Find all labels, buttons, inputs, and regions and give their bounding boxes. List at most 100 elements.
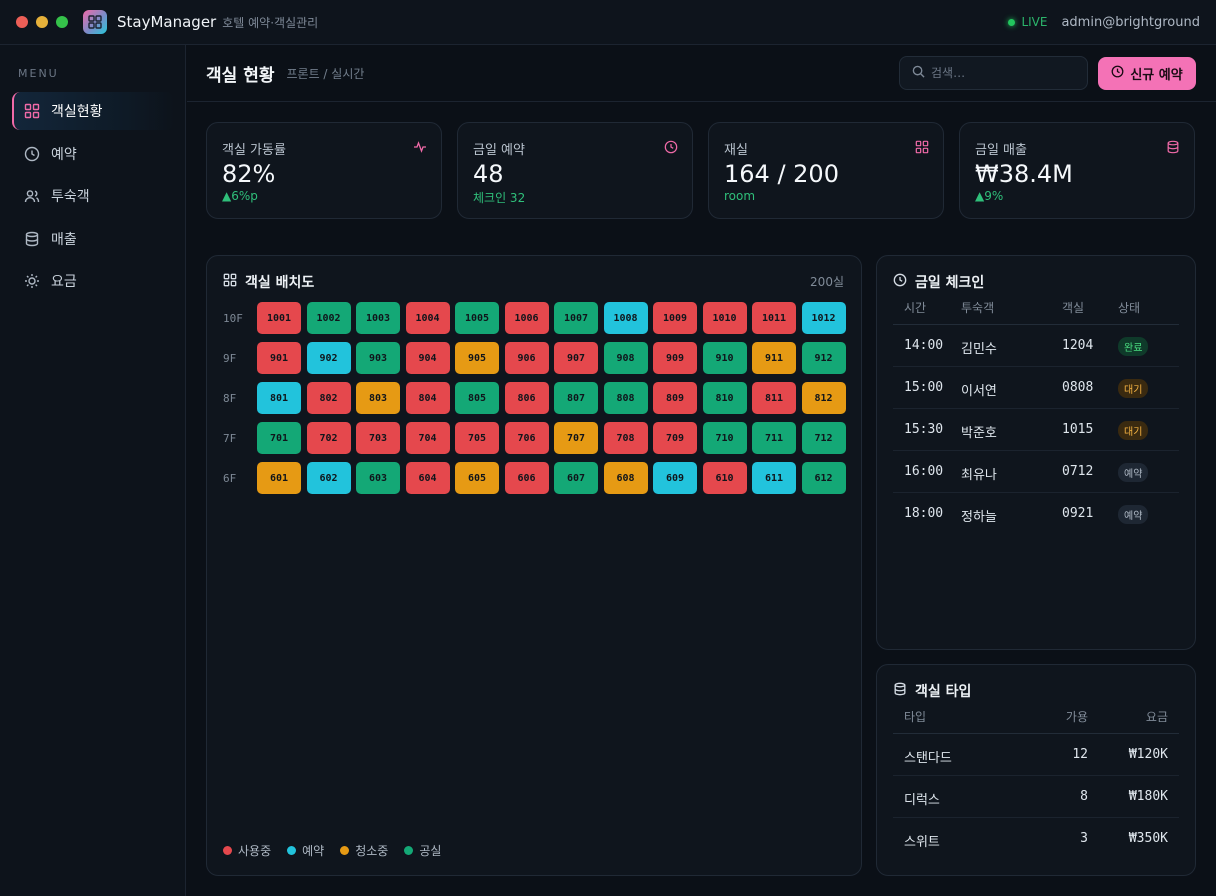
room-cell[interactable]: 902 xyxy=(306,342,351,374)
room-cell[interactable]: 609 xyxy=(653,462,697,494)
room-types-table-header: 타입 가용 요금 xyxy=(893,708,1179,734)
room-cell[interactable]: 903 xyxy=(356,342,400,374)
room-cell[interactable]: 705 xyxy=(455,422,499,454)
room-cell[interactable]: 911 xyxy=(752,342,796,374)
room-cell[interactable]: 906 xyxy=(504,342,549,374)
room-cell[interactable]: 708 xyxy=(603,422,648,454)
checkin-room: 1204 xyxy=(1062,338,1094,353)
room-cell[interactable]: 1003 xyxy=(356,302,400,334)
room-cell[interactable]: 601 xyxy=(257,462,301,494)
checkin-table-header: 시간 투숙객 객실 상태 xyxy=(893,299,1179,325)
room-cell[interactable]: 1012 xyxy=(801,302,846,334)
room-map-title: 객실 배치도 xyxy=(245,275,315,291)
new-reservation-button[interactable]: 신규 예약 xyxy=(1098,56,1196,90)
room-cell[interactable]: 701 xyxy=(257,422,301,454)
room-cell[interactable]: 604 xyxy=(405,462,450,494)
room-cell[interactable]: 606 xyxy=(504,462,549,494)
room-cell[interactable]: 807 xyxy=(554,382,598,414)
checkin-room: 0712 xyxy=(1062,464,1094,479)
room-cell[interactable]: 910 xyxy=(702,342,747,374)
room-cell[interactable]: 707 xyxy=(554,422,598,454)
stat-delta: ▲9% xyxy=(975,189,1004,203)
sidebar-item-revenue[interactable]: 매출 xyxy=(12,220,174,258)
room-cell[interactable]: 1010 xyxy=(702,302,747,334)
room-cell[interactable]: 1005 xyxy=(455,302,499,334)
room-cell[interactable]: 909 xyxy=(653,342,697,374)
room-cell[interactable]: 810 xyxy=(702,382,747,414)
search-input[interactable] xyxy=(931,66,1071,80)
room-cell[interactable]: 805 xyxy=(455,382,499,414)
room-type-row[interactable]: 디럭스 8 ₩180K xyxy=(893,776,1179,818)
room-cell[interactable]: 1007 xyxy=(554,302,598,334)
room-cell[interactable]: 904 xyxy=(405,342,450,374)
room-type-rate: ₩180K xyxy=(1128,789,1168,804)
checkin-row[interactable]: 14:00 김민수 1204 완료 xyxy=(893,325,1179,367)
room-cell[interactable]: 706 xyxy=(504,422,549,454)
room-cell[interactable]: 806 xyxy=(504,382,549,414)
column-header-availability: 가용 xyxy=(1065,710,1088,724)
floor-row: 9F 901 902 903 904 905 906 907 908 909 910 911 912 xyxy=(223,342,846,374)
room-type-row[interactable]: 스탠다드 12 ₩120K xyxy=(893,734,1179,776)
sidebar-item-reservations[interactable]: 예약 xyxy=(12,135,174,173)
room-cell[interactable]: 607 xyxy=(554,462,598,494)
room-cell[interactable]: 605 xyxy=(455,462,499,494)
close-window-button[interactable] xyxy=(16,16,28,28)
room-cell[interactable]: 712 xyxy=(801,422,846,454)
floor-label: 10F xyxy=(223,311,243,325)
search-box[interactable] xyxy=(899,56,1088,90)
room-cell[interactable]: 702 xyxy=(306,422,351,454)
database-icon xyxy=(24,231,40,247)
room-type-row[interactable]: 스위트 3 ₩350K xyxy=(893,818,1179,860)
checkin-row[interactable]: 15:30 박준호 1015 대기 xyxy=(893,409,1179,451)
checkin-row[interactable]: 15:00 이서연 0808 대기 xyxy=(893,367,1179,409)
room-cell[interactable]: 802 xyxy=(306,382,351,414)
minimize-window-button[interactable] xyxy=(36,16,48,28)
sun-icon xyxy=(24,273,40,289)
database-icon xyxy=(893,682,907,700)
user-account[interactable]: admin@brightground xyxy=(1061,14,1200,30)
panel-title: 객실 타입 xyxy=(893,681,971,701)
room-cell[interactable]: 809 xyxy=(653,382,697,414)
room-cell[interactable]: 801 xyxy=(257,382,301,414)
room-cell[interactable]: 1001 xyxy=(257,302,301,334)
room-cell[interactable]: 812 xyxy=(801,382,846,414)
room-cell[interactable]: 905 xyxy=(455,342,499,374)
room-cell[interactable]: 811 xyxy=(752,382,796,414)
room-cell[interactable]: 709 xyxy=(653,422,697,454)
checkin-guest: 이서연 xyxy=(961,384,997,399)
room-cell[interactable]: 610 xyxy=(702,462,747,494)
room-cell[interactable]: 803 xyxy=(356,382,400,414)
room-cell[interactable]: 711 xyxy=(752,422,796,454)
checkin-row[interactable]: 16:00 최유나 0712 예약 xyxy=(893,451,1179,493)
room-cell[interactable]: 710 xyxy=(702,422,747,454)
room-cell[interactable]: 804 xyxy=(405,382,450,414)
room-cell[interactable]: 912 xyxy=(801,342,846,374)
stat-sub: 체크인 32 xyxy=(473,191,526,205)
sidebar-item-rates[interactable]: 요금 xyxy=(12,262,174,300)
room-cell[interactable]: 1002 xyxy=(306,302,351,334)
room-cell[interactable]: 808 xyxy=(603,382,648,414)
room-cell[interactable]: 602 xyxy=(306,462,351,494)
room-cell[interactable]: 1004 xyxy=(405,302,450,334)
room-cell[interactable]: 1011 xyxy=(752,302,796,334)
sidebar-item-label: 객실현황 xyxy=(51,104,103,120)
sidebar-item-guests[interactable]: 투숙객 xyxy=(12,177,174,215)
room-cell[interactable]: 703 xyxy=(356,422,400,454)
room-cell[interactable]: 608 xyxy=(603,462,648,494)
sidebar-item-label: 요금 xyxy=(51,274,77,290)
room-cell[interactable]: 612 xyxy=(801,462,846,494)
sidebar: MENU 객실현황 예약 xyxy=(0,45,186,896)
room-cell[interactable]: 901 xyxy=(257,342,301,374)
room-cell[interactable]: 907 xyxy=(554,342,598,374)
floor-label: 9F xyxy=(223,351,237,365)
room-cell[interactable]: 1006 xyxy=(504,302,549,334)
checkin-row[interactable]: 18:00 정하늘 0921 예약 xyxy=(893,493,1179,535)
room-cell[interactable]: 908 xyxy=(603,342,648,374)
room-cell[interactable]: 704 xyxy=(405,422,450,454)
sidebar-item-room-status[interactable]: 객실현황 xyxy=(12,92,174,130)
room-cell[interactable]: 611 xyxy=(752,462,796,494)
maximize-window-button[interactable] xyxy=(56,16,68,28)
room-cell[interactable]: 1009 xyxy=(653,302,697,334)
room-cell[interactable]: 1008 xyxy=(603,302,648,334)
room-cell[interactable]: 603 xyxy=(356,462,400,494)
